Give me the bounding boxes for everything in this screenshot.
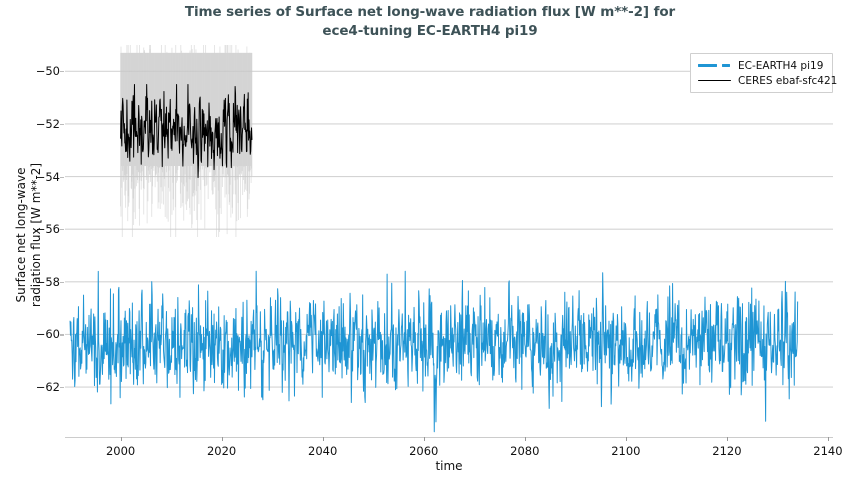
y-axis-label: Surface net long-wave radiation flux [W … [14, 110, 44, 360]
x-tick-label: 2120 [712, 444, 742, 458]
series-line [120, 83, 253, 178]
legend-label-1: CERES ebaf-sfc421 [738, 74, 838, 87]
x-tick-label: 2060 [409, 444, 439, 458]
x-tick-mark [625, 437, 628, 441]
legend-swatch-dashed-blue-icon [698, 60, 731, 72]
x-tick-label: 2020 [206, 444, 237, 458]
y-axis-tick-labels: −50 −52 −54 −56 −58 −60 −62 [22, 45, 60, 437]
page-title: Time series of Surface net long-wave rad… [60, 3, 800, 41]
x-tick-label: 2000 [105, 444, 136, 458]
x-axis-spine [65, 437, 833, 439]
x-axis-tick-labels: 2000 2020 2040 2060 2080 2100 2120 2140 [65, 441, 843, 461]
x-tick-label: 2100 [611, 444, 641, 458]
legend-swatch-solid-black-icon [698, 75, 731, 87]
x-tick-label: 2040 [308, 444, 338, 458]
y-tick-mark [60, 387, 64, 389]
legend-item-ec-earth4-pi19[interactable]: EC-EARTH4 pi19 [698, 58, 826, 73]
y-tick-mark [60, 123, 64, 126]
y-tick-label: −62 [35, 380, 60, 394]
x-tick-mark [827, 437, 830, 441]
y-tick-label: −52 [35, 116, 60, 131]
x-axis-label: time [435, 459, 463, 473]
y-tick-mark [60, 229, 64, 231]
y-tick-mark [60, 334, 64, 336]
y-tick-label: −50 [35, 64, 60, 79]
x-tick-label: 2140 [813, 444, 843, 458]
y-tick-label: −54 [35, 169, 60, 184]
y-axis-label-line-1: Surface net long-wave [14, 167, 28, 303]
series-line [69, 270, 799, 433]
chart-legend[interactable]: EC-EARTH4 pi19 CERES ebaf-sfc421 [690, 53, 837, 93]
x-tick-mark [524, 437, 526, 441]
chart-title-line-1: Time series of Surface net long-wave rad… [184, 4, 676, 20]
chart-title-line-2: ece4-tuning EC-EARTH4 pi19 [322, 23, 538, 39]
data-layer [69, 45, 799, 433]
y-tick-mark [60, 281, 64, 283]
x-tick-mark [322, 437, 324, 441]
y-axis-label-line-2: radiation flux [W m**-2] [29, 162, 43, 308]
x-tick-label: 2080 [510, 444, 540, 458]
x-tick-mark [423, 437, 425, 441]
x-tick-mark [221, 437, 223, 441]
x-tick-mark [120, 437, 122, 441]
legend-label-0: EC-EARTH4 pi19 [738, 59, 824, 72]
y-tick-label: −60 [35, 327, 60, 342]
y-tick-label: −56 [35, 222, 60, 237]
y-tick-mark [60, 176, 64, 178]
y-tick-mark [60, 71, 64, 73]
y-tick-label: −58 [35, 274, 60, 289]
plot-area [65, 45, 833, 437]
legend-item-ceres-ebaf-sfc421[interactable]: CERES ebaf-sfc421 [698, 73, 837, 88]
x-tick-mark [726, 437, 729, 441]
